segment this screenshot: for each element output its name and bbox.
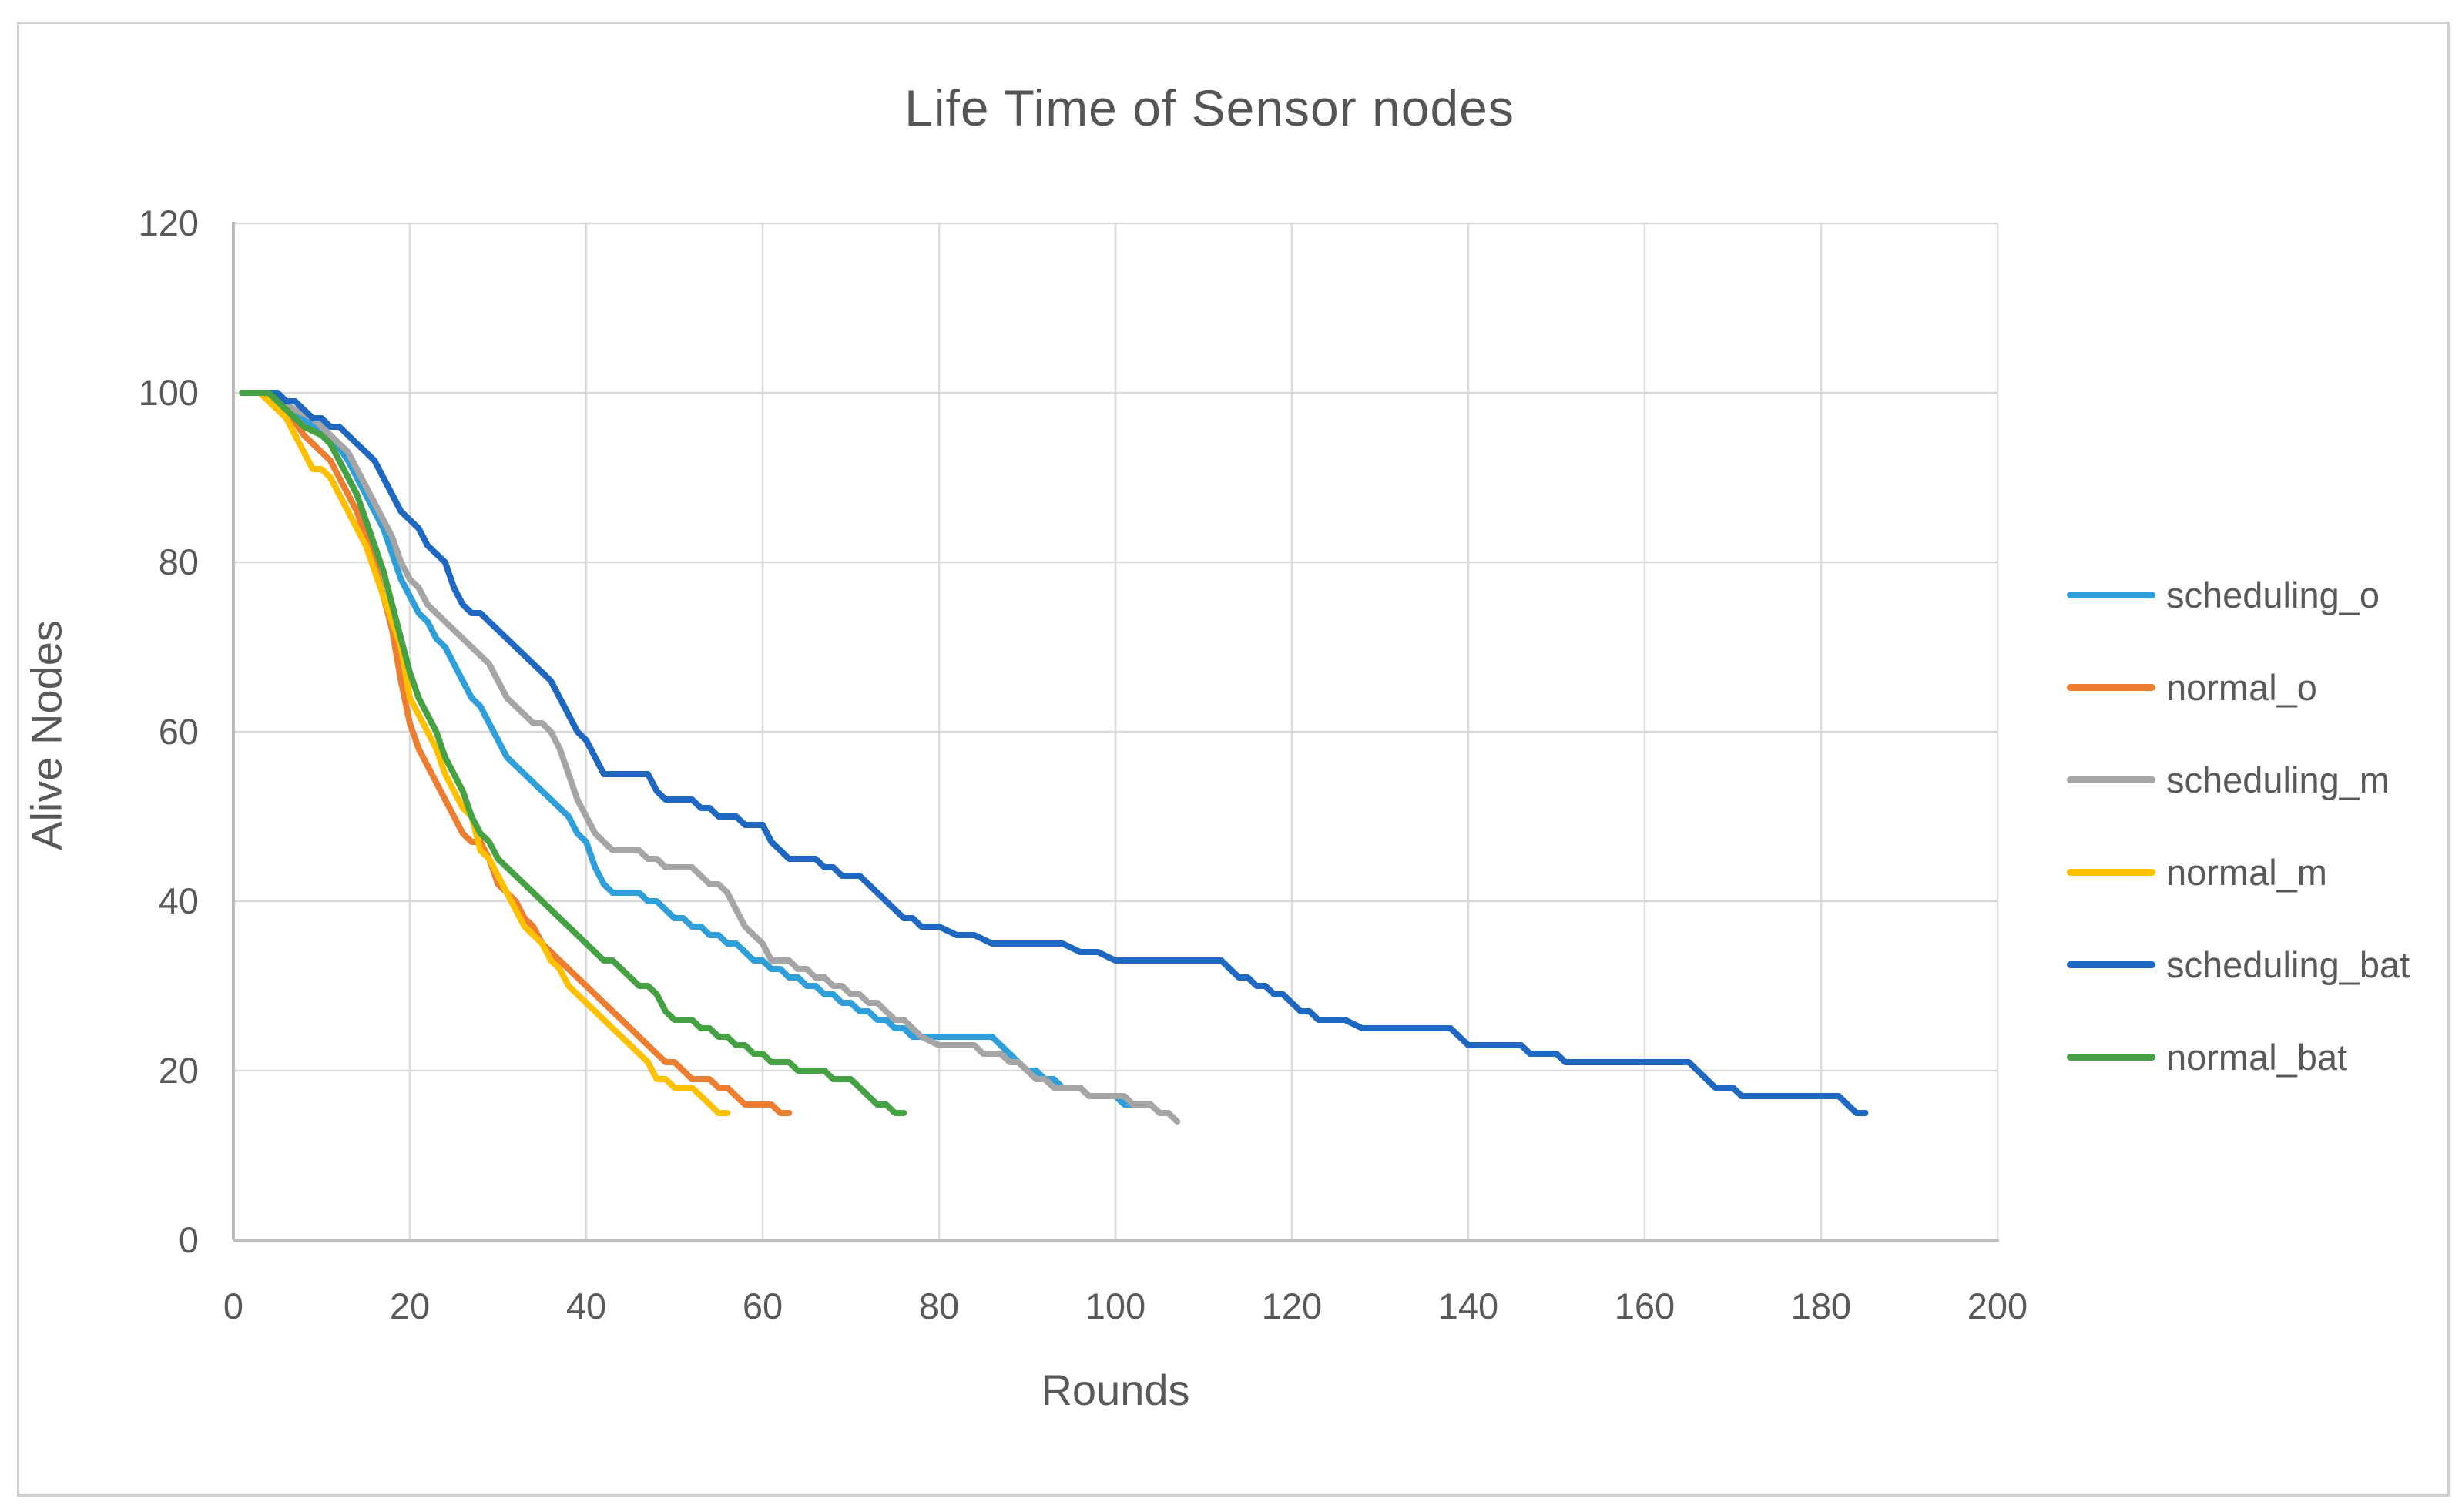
x-tick-label: 160 xyxy=(1615,1286,1675,1326)
legend-item-scheduling_m: scheduling_m xyxy=(2067,733,2437,826)
x-tick-label: 0 xyxy=(223,1286,243,1326)
legend-swatch-normal_bat xyxy=(2067,1053,2155,1061)
series-line-normal_m xyxy=(239,390,731,1116)
x-tick-label: 20 xyxy=(390,1286,430,1326)
legend-label: scheduling_m xyxy=(2166,759,2390,800)
legend-item-scheduling_o: scheduling_o xyxy=(2067,548,2437,641)
legend-swatch-scheduling_o xyxy=(2067,591,2155,598)
x-axis-title: Rounds xyxy=(1041,1366,1190,1414)
x-tick-label: 40 xyxy=(566,1286,606,1326)
legend-swatch-normal_o xyxy=(2067,683,2155,691)
legend-label: normal_m xyxy=(2166,851,2327,893)
y-tick-label: 40 xyxy=(159,880,199,921)
series-line-normal_bat xyxy=(239,390,907,1116)
y-tick-label: 100 xyxy=(139,372,199,413)
legend-item-normal_m: normal_m xyxy=(2067,826,2437,918)
y-tick-label: 0 xyxy=(179,1219,199,1260)
x-tick-label: 100 xyxy=(1085,1286,1145,1326)
legend-label: scheduling_o xyxy=(2166,574,2380,615)
legend-swatch-scheduling_m xyxy=(2067,776,2155,783)
x-tick-label: 180 xyxy=(1791,1286,1851,1326)
legend-label: normal_bat xyxy=(2166,1036,2348,1078)
series-line-normal_o xyxy=(239,390,793,1116)
x-tick-label: 80 xyxy=(919,1286,959,1326)
chart-legend: scheduling_o normal_o scheduling_m normal_m… xyxy=(2067,548,2437,1103)
x-tick-label: 120 xyxy=(1262,1286,1322,1326)
series-line-scheduling_m xyxy=(239,390,1181,1125)
series-line-scheduling_o xyxy=(239,390,1154,1108)
legend-label: scheduling_bat xyxy=(2166,944,2410,985)
legend-swatch-normal_m xyxy=(2067,868,2155,876)
y-tick-label: 120 xyxy=(139,203,199,243)
x-tick-label: 60 xyxy=(743,1286,783,1326)
y-tick-label: 80 xyxy=(159,541,199,582)
chart-title: Life Time of Sensor nodes xyxy=(904,79,1514,136)
legend-swatch-scheduling_bat xyxy=(2067,961,2155,968)
series-line-scheduling_bat xyxy=(239,390,1869,1116)
x-tick-label: 140 xyxy=(1438,1286,1498,1326)
legend-item-normal_o: normal_o xyxy=(2067,641,2437,733)
legend-item-scheduling_bat: scheduling_bat xyxy=(2067,918,2437,1011)
legend-label: normal_o xyxy=(2166,666,2317,708)
y-tick-label: 60 xyxy=(159,711,199,752)
legend-item-normal_bat: normal_bat xyxy=(2067,1011,2437,1103)
x-tick-label: 200 xyxy=(1967,1286,2028,1326)
y-tick-label: 20 xyxy=(159,1050,199,1091)
